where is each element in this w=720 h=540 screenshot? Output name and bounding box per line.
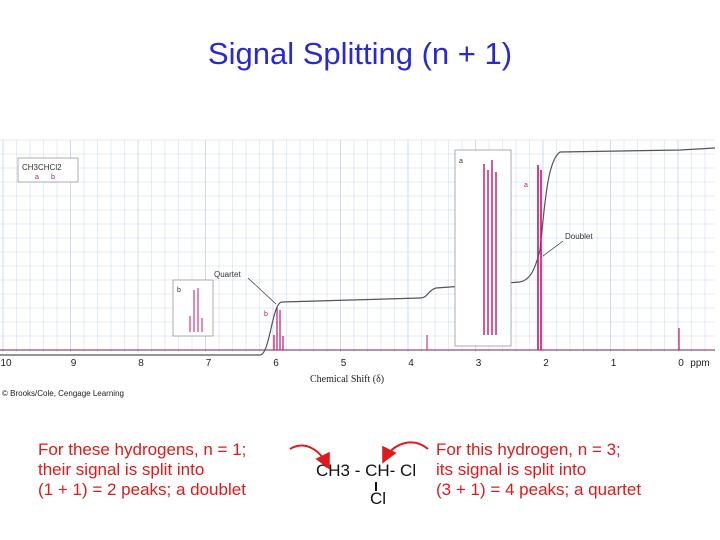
doublet-inset-peaks (483, 160, 497, 335)
structure-formula: CH3CHCl2 (22, 163, 62, 172)
slide-title: Signal Splitting (n + 1) (207, 36, 513, 71)
x-tick-label: 5 (341, 358, 347, 369)
x-tick-label: 0 (678, 358, 684, 369)
x-tick-label: 10 (0, 358, 12, 369)
annotation-left-line: their signal is split into (38, 460, 205, 479)
peak-a-label: a (524, 182, 528, 189)
inset-b-label: b (177, 287, 181, 294)
x-tick-label: 7 (206, 358, 212, 369)
annotation-right-line: its signal is split into (436, 460, 587, 479)
arrow-right (382, 441, 429, 464)
structural-formula: CH3 - CH- Cl (316, 461, 417, 480)
quartet-inset-peaks (189, 288, 203, 332)
copyright: © Brooks/Cole, Cengage Learning (2, 389, 124, 398)
annotation-left: For these hydrogens, n = 1; their signal… (38, 440, 246, 500)
x-tick-label: 2 (543, 358, 549, 369)
doublet-pointer (542, 240, 564, 257)
x-tick-label: 4 (408, 358, 414, 369)
structure-label-b: b (51, 174, 55, 181)
integral-curve (0, 147, 716, 356)
quartet-inset-box (172, 279, 214, 337)
x-tick-label: 8 (138, 358, 144, 369)
annotation-left-line: For these hydrogens, n = 1; (38, 440, 247, 459)
annotation-left-line: (1 + 1) = 2 peaks; a doublet (38, 480, 246, 499)
x-tick-label: 1 (611, 358, 617, 369)
quartet-pointer (247, 277, 277, 305)
inset-a-label: a (459, 158, 463, 165)
structural-formula-cl: Cl (370, 489, 387, 508)
doublet-inset-box (454, 149, 512, 347)
peak-doublet (537, 165, 542, 350)
x-tick-label: 6 (273, 358, 279, 369)
annotation-right: For this hydrogen, n = 3; its signal is … (436, 440, 672, 500)
structure-label-a: a (35, 174, 39, 181)
x-tick-label: 9 (71, 358, 77, 369)
x-tick-label: 3 (476, 358, 482, 369)
x-tick-label: ppm (690, 358, 709, 369)
nmr-spectrum: CH3CHCl2 a b b a Quartet b Doublet a 10 9… (0, 139, 716, 398)
doublet-label: Doublet (565, 232, 593, 241)
structure-inset-box (17, 157, 79, 183)
annotation-right-line: (3 + 1) = 4 peaks; a quartet (436, 480, 642, 499)
annotation-right-line: For this hydrogen, n = 3; (436, 440, 621, 459)
peak-b-label: b (264, 311, 268, 318)
peak-quartet (273, 308, 284, 350)
formula-bond (375, 482, 377, 491)
quartet-label: Quartet (214, 270, 241, 279)
x-axis-ticks: 10 9 8 7 6 5 4 3 2 1 0 ppm (0, 358, 709, 369)
x-axis-label: Chemical Shift (δ) (310, 374, 384, 385)
spectrum-grid (0, 139, 715, 352)
